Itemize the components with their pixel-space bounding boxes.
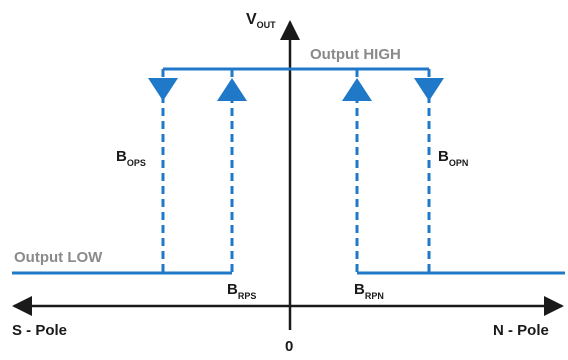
b-opn-label: BOPN <box>438 148 468 168</box>
n-pole-label: N - Pole <box>493 322 549 339</box>
output-low-label: Output LOW <box>14 249 103 266</box>
v-out-label: VOUT <box>246 11 276 30</box>
down-arrow-b-ops-icon <box>148 78 178 101</box>
b-rpn-label: BRPN <box>354 281 384 301</box>
output-high-label: Output HIGH <box>310 46 401 63</box>
up-arrow-b-rps-icon <box>217 78 247 101</box>
b-ops-label: BOPS <box>116 148 146 168</box>
s-pole-label: S - Pole <box>12 322 67 339</box>
up-arrow-b-rpn-icon <box>342 78 372 101</box>
b-rps-label: BRPS <box>227 281 256 301</box>
down-arrow-b-opn-icon <box>414 78 444 101</box>
origin-label: 0 <box>285 338 293 355</box>
